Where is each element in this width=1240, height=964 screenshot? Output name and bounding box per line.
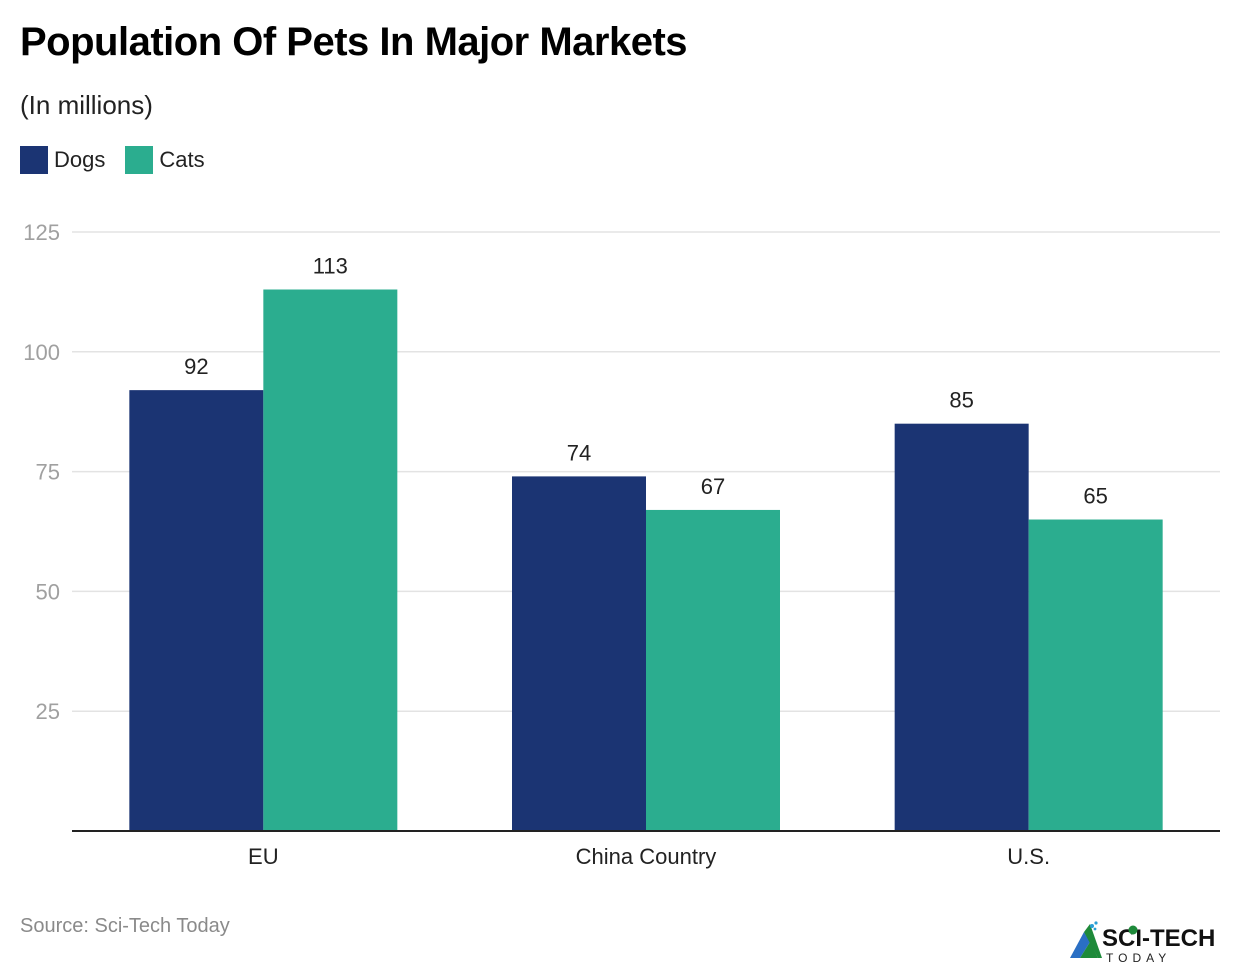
logo-text: SCI-TECH <box>1102 925 1215 952</box>
y-tick-label: 75 <box>36 460 60 485</box>
sci-tech-today-logo: SCI-TECH TODAY <box>1070 921 1215 964</box>
data-label: 92 <box>184 354 208 379</box>
source-note: Source: Sci-Tech Today <box>20 915 230 937</box>
bar-dogs-1 <box>512 476 646 831</box>
data-label: 74 <box>567 440 591 465</box>
bar-dogs-0 <box>129 390 264 831</box>
data-label: 67 <box>701 474 725 499</box>
x-tick-label: EU <box>248 844 279 869</box>
legend-item-cats[interactable]: Cats <box>125 146 205 174</box>
legend: Dogs Cats <box>20 146 225 174</box>
logo-mark-icon <box>1070 921 1102 958</box>
legend-swatch-cats <box>125 146 154 174</box>
bar-dogs-2 <box>894 423 1029 831</box>
legend-item-dogs[interactable]: Dogs <box>20 146 105 174</box>
chart-title: Population Of Pets In Major Markets <box>20 20 688 64</box>
y-tick-label: 125 <box>23 220 60 245</box>
data-label: 65 <box>1083 484 1107 509</box>
y-tick-label: 25 <box>36 699 60 724</box>
x-tick-label: China Country <box>576 844 717 869</box>
y-tick-label: 100 <box>23 340 60 365</box>
bar-cats-0 <box>263 289 398 831</box>
data-label: 113 <box>313 254 348 279</box>
legend-swatch-dogs <box>20 146 48 174</box>
x-tick-label: U.S. <box>1007 844 1050 869</box>
bar-cats-1 <box>646 509 780 831</box>
data-label: 85 <box>949 388 973 413</box>
chart-subtitle: (In millions) <box>20 90 153 120</box>
legend-label-cats: Cats <box>159 147 205 172</box>
bar-cats-2 <box>1028 519 1163 831</box>
y-tick-label: 50 <box>36 579 60 604</box>
bar-chart: 25 50 75 100 125 92 113 EU 74 67 China Country 85 65… <box>23 220 1220 869</box>
logo-check-icon <box>1128 925 1138 935</box>
logo-subtext: TODAY <box>1106 951 1171 964</box>
legend-label-dogs: Dogs <box>54 147 106 172</box>
